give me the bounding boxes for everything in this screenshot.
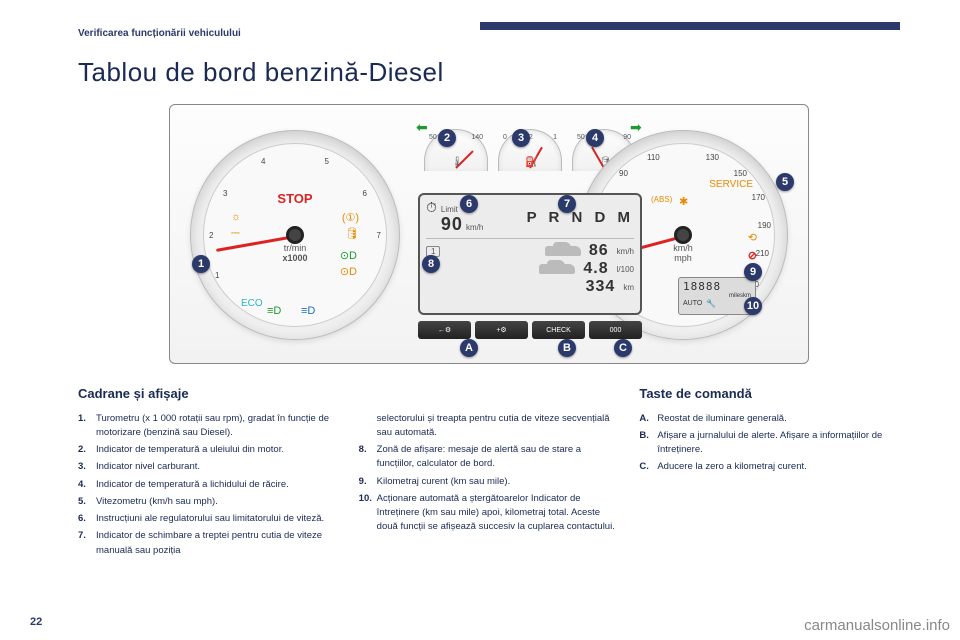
gear-indicator: P R N D M bbox=[527, 209, 634, 226]
btn-dim-up[interactable]: +⚙ bbox=[475, 321, 528, 339]
center-screen: ⏱ Limit 90 km/h P R N D M 1 86 bbox=[418, 193, 642, 315]
right-list: A.Reostat de iluminare generală. B.Afișa… bbox=[639, 412, 900, 475]
marker-B: B bbox=[558, 339, 576, 357]
marker-3: 3 bbox=[512, 129, 530, 147]
watermark: carmanualsonline.info bbox=[804, 617, 950, 634]
service-indicator: SERVICE bbox=[709, 179, 753, 190]
car-icon bbox=[545, 246, 581, 256]
range-value: 334 bbox=[586, 278, 616, 296]
turn-right-icon: ➡ bbox=[630, 119, 642, 136]
high-beam-icon: ≡D bbox=[301, 305, 315, 317]
airbag-icon: ✱ bbox=[679, 195, 688, 208]
dashboard-figure: ⬅ ➡ 50 140 🌡 0 1/2 1 ⛽ 50 90 🛢 bbox=[169, 104, 809, 364]
tach-unit2: x1000 bbox=[191, 253, 399, 263]
abs-icon: (ABS) bbox=[651, 195, 672, 204]
btn-dim-down[interactable]: ←⚙ bbox=[418, 321, 471, 339]
fog-front-icon: ⊙D bbox=[340, 249, 357, 262]
eco-indicator: ECO bbox=[241, 298, 263, 309]
column-middle: selectorului și treapta pentru cutia de … bbox=[359, 384, 620, 561]
marker-9: 9 bbox=[744, 263, 762, 281]
mini-gauge-oil-temp: 50 140 🌡 bbox=[424, 129, 488, 171]
wrench-icon: 🔧 bbox=[706, 299, 716, 308]
low-beam-icon: ≡D bbox=[267, 305, 281, 317]
limit-icon: ⏱ bbox=[426, 199, 437, 216]
right-heading: Taste de comandă bbox=[639, 384, 900, 404]
cons-value: 4.8 bbox=[583, 260, 608, 278]
page-title: Tablou de bord benzină-Diesel bbox=[78, 57, 900, 88]
turn-left-icon: ⬅ bbox=[416, 119, 428, 136]
column-right: Taste de comandă A.Reostat de iluminare … bbox=[639, 384, 900, 561]
marker-C: C bbox=[614, 339, 632, 357]
brake-warn-icon: (①) bbox=[342, 211, 359, 224]
temp-icon: 🌡 bbox=[451, 157, 464, 168]
middle-list: selectorului și treapta pentru cutia de … bbox=[359, 412, 620, 535]
marker-7: 7 bbox=[558, 195, 576, 213]
oil-warn-icon: 🛢 bbox=[345, 227, 359, 240]
esp-icon: ⟲ bbox=[748, 231, 757, 244]
btn-reset[interactable]: 000 bbox=[589, 321, 642, 339]
column-left: Cadrane și afișaje 1.Turometru (x 1 000 … bbox=[78, 384, 339, 561]
marker-A: A bbox=[460, 339, 478, 357]
car-icon2 bbox=[539, 264, 575, 274]
left-heading: Cadrane și afișaje bbox=[78, 384, 339, 404]
marker-10: 10 bbox=[744, 297, 762, 315]
marker-8: 8 bbox=[422, 255, 440, 273]
fog-rear-icon: ⊙D bbox=[340, 265, 357, 278]
engine-icon: ☼ bbox=[231, 211, 241, 223]
battery-icon: ⎓ bbox=[231, 227, 240, 240]
marker-5: 5 bbox=[776, 173, 794, 191]
page-number: 22 bbox=[30, 616, 42, 628]
nosmoke-icon: ⊘ bbox=[748, 249, 757, 262]
marker-1: 1 bbox=[192, 255, 210, 273]
header-bar bbox=[480, 22, 900, 30]
fuel-icon: ⛽ bbox=[525, 157, 537, 168]
left-list: 1.Turometru (x 1 000 rotații sau rpm), g… bbox=[78, 412, 339, 558]
control-buttons: ←⚙ +⚙ CHECK 000 bbox=[418, 321, 642, 339]
tachometer: 1 2 3 4 5 6 7 tr/min x1000 STOP ECO ☼ (①… bbox=[190, 130, 400, 340]
marker-4: 4 bbox=[586, 129, 604, 147]
speed-value: 86 bbox=[589, 242, 609, 260]
mini-gauge-fuel: 0 1/2 1 ⛽ bbox=[498, 129, 562, 171]
marker-6: 6 bbox=[460, 195, 478, 213]
limit-value: 90 bbox=[441, 214, 463, 234]
stop-indicator: STOP bbox=[191, 191, 399, 206]
btn-check[interactable]: CHECK bbox=[532, 321, 585, 339]
marker-2: 2 bbox=[438, 129, 456, 147]
